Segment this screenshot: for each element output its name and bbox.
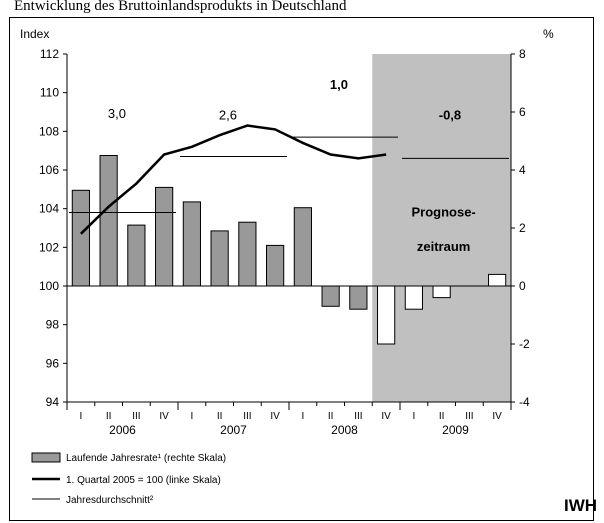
quarter-label: III (243, 411, 251, 422)
quarter-label: II (217, 411, 223, 422)
annual-average-label: 3,0 (108, 106, 126, 121)
watermark-label: IWH (564, 496, 598, 515)
quarter-label: I (412, 411, 415, 422)
forecast-label: Prognose- (411, 204, 475, 219)
year-label: 2006 (109, 423, 136, 437)
quarter-label: IV (381, 411, 391, 422)
bar (238, 221, 257, 287)
quarter-label: I (190, 411, 193, 422)
right-axis-title: % (543, 27, 554, 41)
annual-average-label: -0,8 (439, 108, 461, 123)
year-label: 2008 (331, 423, 358, 437)
annual-average-label: 2,6 (219, 108, 237, 123)
bar (488, 273, 507, 287)
right-axis-tick-label: 0 (519, 279, 526, 293)
index-line (80, 124, 387, 235)
bar (349, 285, 368, 310)
right-axis-tick-label: -4 (519, 395, 530, 409)
quarter-label: IV (270, 411, 280, 422)
left-axis-tick-label: 96 (46, 356, 60, 370)
chart-frame: Index 94 96 98 100 102 104 106 108 110 112% -4 -2 0 2 4… (9, 17, 594, 521)
bar (71, 189, 90, 287)
forecast-label: zeitraum (417, 239, 470, 254)
right-axis-tick-label: -2 (519, 337, 530, 351)
top-caption: Entwicklung des Bruttoinlandsprodukts in… (14, 0, 347, 14)
left-axis-tick-label: 100 (39, 279, 59, 293)
left-axis-tick-label: 112 (40, 47, 59, 61)
bar (127, 224, 146, 287)
left-axis-tick-label: 94 (46, 395, 60, 409)
bar (321, 285, 340, 307)
bar (293, 207, 312, 287)
legend-label-average: Jahresdurchschnitt² (66, 495, 154, 506)
quarter-label: III (465, 411, 473, 422)
right-axis-tick-label: 6 (519, 105, 526, 119)
quarter-label: IV (492, 411, 502, 422)
left-axis-tick-label: 102 (39, 240, 59, 254)
bar (155, 186, 174, 287)
quarter-label: IV (159, 411, 169, 422)
bar (404, 285, 423, 310)
quarter-label: III (354, 411, 362, 422)
quarter-label: I (79, 411, 82, 422)
quarter-label: I (301, 411, 304, 422)
forecast-region (372, 54, 511, 402)
quarter-label: II (328, 411, 334, 422)
left-axis-tick-label: 104 (39, 202, 59, 216)
chart: Index 94 96 98 100 102 104 106 108 110 112% -4 -2 0 2 4… (20, 27, 554, 506)
right-axis-tick-label: 2 (519, 221, 526, 235)
bar (210, 230, 229, 287)
legend-label-bars: Laufende Jahresrate¹ (rechte Skala) (66, 453, 226, 464)
legend-swatch-bars (31, 452, 61, 463)
legend-label-line: 1. Quartal 2005 = 100 (linke Skala) (66, 475, 221, 486)
quarter-label: III (132, 411, 140, 422)
year-label: 2009 (442, 423, 469, 437)
left-axis-tick-label: 110 (40, 86, 59, 100)
left-axis-title: Index (20, 27, 49, 41)
left-axis-tick-label: 98 (46, 318, 60, 332)
year-label: 2007 (220, 423, 247, 437)
bar (266, 244, 285, 287)
right-axis-tick-label: 4 (519, 163, 526, 177)
bar (377, 285, 396, 345)
quarter-label: II (439, 411, 445, 422)
bar (432, 285, 451, 299)
annual-average-label: 1,0 (330, 77, 348, 92)
left-axis-tick-label: 106 (39, 163, 59, 177)
left-axis-tick-label: 108 (39, 124, 59, 138)
bar (182, 201, 201, 287)
bar (99, 155, 118, 287)
right-axis-tick-label: 8 (519, 47, 526, 61)
quarter-label: II (106, 411, 112, 422)
